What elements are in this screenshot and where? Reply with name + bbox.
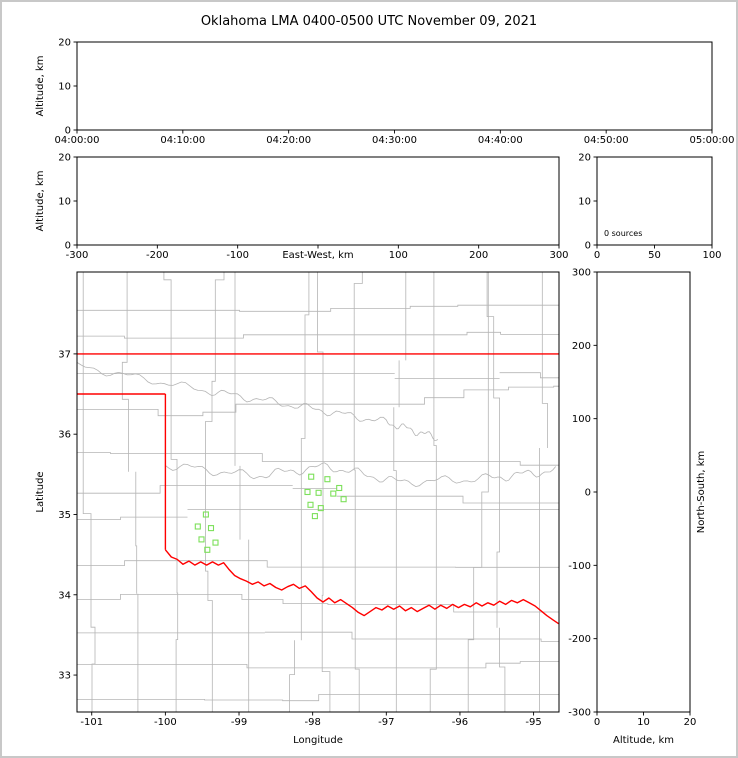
station-marker bbox=[202, 511, 209, 518]
svg-text:10: 10 bbox=[637, 717, 650, 728]
station-marker bbox=[307, 501, 314, 508]
svg-text:0: 0 bbox=[65, 241, 71, 252]
north-south-height-panel: 0 10 20 -300 -200 -100 0 100 200 300 Altitude, km N… bbox=[568, 268, 707, 747]
station-marker bbox=[194, 523, 201, 530]
station-marker bbox=[198, 536, 205, 543]
altitude-histogram-panel: 0 50 100 0 10 20 0 sources bbox=[578, 153, 721, 262]
county-lines bbox=[77, 272, 559, 712]
station-marker bbox=[324, 476, 331, 483]
svg-text:300: 300 bbox=[572, 268, 591, 279]
svg-text:0: 0 bbox=[594, 250, 600, 261]
time-height-panel: 04:00:00 04:10:00 04:20:00 04:30:00 04:40:00… bbox=[35, 38, 734, 147]
svg-text:0: 0 bbox=[594, 717, 600, 728]
oklahoma-state-border bbox=[77, 353, 559, 625]
svg-text:0: 0 bbox=[585, 488, 591, 499]
station-marker bbox=[311, 513, 318, 520]
svg-text:50: 50 bbox=[648, 250, 661, 261]
svg-text:200: 200 bbox=[469, 250, 488, 261]
svg-text:-300: -300 bbox=[568, 708, 591, 719]
svg-text:04:00:00: 04:00:00 bbox=[55, 135, 100, 146]
station-marker bbox=[212, 539, 219, 546]
station-marker bbox=[308, 473, 315, 480]
svg-text:-98: -98 bbox=[304, 717, 320, 728]
svg-text:Altitude, km: Altitude, km bbox=[35, 171, 46, 232]
svg-text:100: 100 bbox=[389, 250, 408, 261]
svg-text:20: 20 bbox=[578, 153, 591, 164]
svg-text:Altitude, km: Altitude, km bbox=[35, 56, 46, 117]
svg-text:-96: -96 bbox=[452, 717, 468, 728]
svg-text:-95: -95 bbox=[525, 717, 541, 728]
svg-text:0: 0 bbox=[585, 241, 591, 252]
station-marker bbox=[330, 490, 337, 497]
svg-text:-300: -300 bbox=[66, 250, 89, 261]
plot-title: Oklahoma LMA 0400-0500 UTC November 09, … bbox=[200, 14, 538, 29]
svg-text:33: 33 bbox=[58, 671, 71, 682]
svg-text:35: 35 bbox=[58, 510, 71, 521]
river-lines bbox=[77, 362, 557, 488]
station-marker bbox=[340, 496, 347, 503]
svg-text:-100: -100 bbox=[568, 561, 591, 572]
svg-text:04:50:00: 04:50:00 bbox=[584, 135, 629, 146]
svg-text:20: 20 bbox=[684, 717, 697, 728]
svg-text:-97: -97 bbox=[378, 717, 394, 728]
svg-text:10: 10 bbox=[578, 197, 591, 208]
svg-text:-100: -100 bbox=[154, 717, 177, 728]
station-marker bbox=[317, 505, 324, 512]
svg-text:04:20:00: 04:20:00 bbox=[266, 135, 311, 146]
svg-text:04:30:00: 04:30:00 bbox=[372, 135, 417, 146]
svg-text:-200: -200 bbox=[568, 634, 591, 645]
svg-text:300: 300 bbox=[549, 250, 568, 261]
svg-text:Latitude: Latitude bbox=[35, 471, 46, 512]
svg-text:04:40:00: 04:40:00 bbox=[478, 135, 523, 146]
svg-text:-101: -101 bbox=[80, 717, 103, 728]
svg-text:36: 36 bbox=[58, 430, 71, 441]
svg-text:20: 20 bbox=[58, 38, 71, 49]
svg-text:100: 100 bbox=[702, 250, 721, 261]
svg-text:Longitude: Longitude bbox=[293, 735, 343, 746]
svg-text:05:00:00: 05:00:00 bbox=[690, 135, 735, 146]
svg-text:200: 200 bbox=[572, 341, 591, 352]
map-panel: -101 -100 -99 -98 -97 -96 -95 33 34 35 36 37 Longitu… bbox=[35, 271, 560, 746]
station-marker bbox=[336, 484, 343, 492]
svg-text:100: 100 bbox=[572, 414, 591, 425]
svg-text:10: 10 bbox=[58, 82, 71, 93]
svg-text:20: 20 bbox=[58, 153, 71, 164]
svg-text:-100: -100 bbox=[226, 250, 249, 261]
svg-text:34: 34 bbox=[58, 590, 71, 601]
station-marker bbox=[304, 488, 311, 496]
svg-text:-200: -200 bbox=[146, 250, 169, 261]
svg-text:-99: -99 bbox=[231, 717, 247, 728]
station-marker bbox=[315, 489, 322, 496]
station-markers bbox=[194, 473, 347, 553]
svg-text:04:10:00: 04:10:00 bbox=[160, 135, 205, 146]
source-count-annotation: 0 sources bbox=[604, 229, 642, 238]
svg-text:North-South, km: North-South, km bbox=[696, 451, 707, 534]
svg-text:East-West, km: East-West, km bbox=[282, 250, 353, 261]
station-marker bbox=[207, 525, 215, 532]
svg-text:37: 37 bbox=[58, 349, 71, 360]
svg-text:0: 0 bbox=[65, 126, 71, 137]
svg-text:Altitude, km: Altitude, km bbox=[613, 735, 674, 746]
svg-text:10: 10 bbox=[58, 197, 71, 208]
station-marker bbox=[204, 546, 211, 553]
east-west-height-panel: -300 -200 -100 100 200 300 East-West, km 0 10 20 A… bbox=[35, 153, 569, 262]
map-content bbox=[77, 272, 559, 712]
